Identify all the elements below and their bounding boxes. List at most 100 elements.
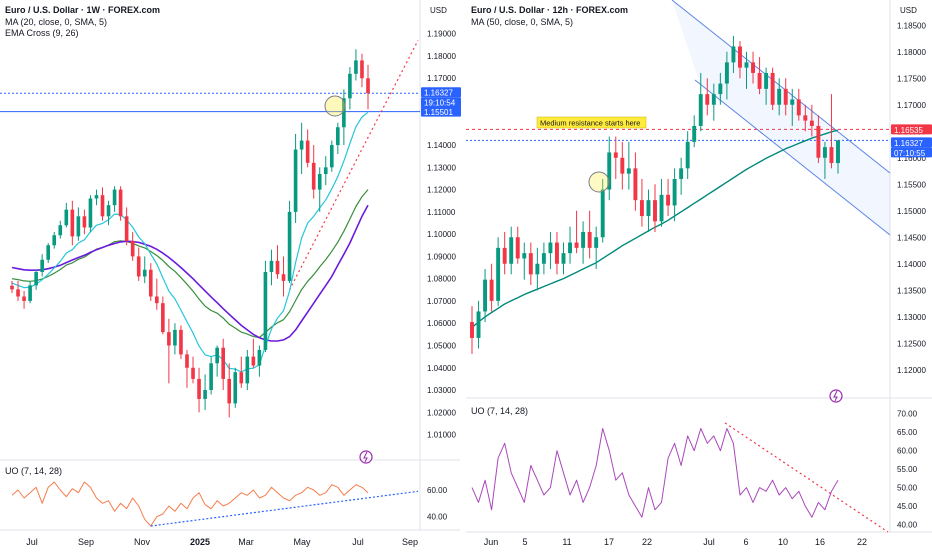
candle[interactable] <box>757 72 762 89</box>
indicator-label[interactable]: EMA Cross (9, 26) <box>5 28 79 38</box>
indicator-label[interactable]: MA (50, close, 0, SMA, 5) <box>471 17 573 27</box>
candle[interactable] <box>470 322 474 338</box>
candle[interactable] <box>751 62 755 73</box>
candle[interactable] <box>581 231 586 248</box>
candle[interactable] <box>342 98 346 128</box>
candle[interactable] <box>796 99 801 116</box>
candle[interactable] <box>112 189 117 206</box>
candle[interactable] <box>317 174 322 190</box>
candle[interactable] <box>548 242 553 254</box>
candle[interactable] <box>329 145 334 168</box>
candle[interactable] <box>82 216 87 228</box>
candle[interactable] <box>34 271 38 286</box>
candle[interactable] <box>58 225 63 236</box>
candle[interactable] <box>100 195 105 217</box>
candle[interactable] <box>626 168 631 174</box>
candle[interactable] <box>594 237 599 248</box>
candle[interactable] <box>711 94 716 105</box>
candle[interactable] <box>161 303 165 333</box>
uo-indicator-label[interactable]: UO (7, 14, 28) <box>5 466 62 476</box>
candle[interactable] <box>489 279 494 301</box>
candle[interactable] <box>16 289 20 297</box>
candle[interactable] <box>46 245 51 260</box>
candle[interactable] <box>541 253 546 264</box>
candle[interactable] <box>509 237 514 264</box>
candle[interactable] <box>10 285 14 290</box>
candle[interactable] <box>555 242 559 264</box>
uo-indicator-label[interactable]: UO (7, 14, 28) <box>471 406 528 416</box>
candle[interactable] <box>221 347 225 379</box>
annotation-box[interactable] <box>536 116 647 129</box>
uo-trend-line[interactable] <box>150 490 419 527</box>
candle[interactable] <box>136 256 141 277</box>
candle[interactable] <box>360 60 364 79</box>
candle[interactable] <box>496 247 501 301</box>
candle[interactable] <box>28 285 32 301</box>
candle[interactable] <box>679 168 684 179</box>
candle[interactable] <box>245 356 250 384</box>
candle[interactable] <box>269 260 274 272</box>
candle[interactable] <box>528 253 533 275</box>
candle[interactable] <box>698 94 703 126</box>
candle[interactable] <box>106 205 111 217</box>
candle[interactable] <box>299 140 304 150</box>
candle[interactable] <box>148 269 153 297</box>
left-chart[interactable]: 1.19000 1.18000 1.17000 1.15501 1.14000 1.130… <box>0 0 461 547</box>
right-chart[interactable]: 1.185001.180001.175001.170001.165001.160… <box>466 0 932 547</box>
candle[interactable] <box>653 200 657 222</box>
candle[interactable] <box>22 296 26 301</box>
candle[interactable] <box>777 88 782 105</box>
candle[interactable] <box>744 62 749 68</box>
candle[interactable] <box>118 189 123 217</box>
candle[interactable] <box>574 242 579 248</box>
candle[interactable] <box>203 390 207 399</box>
candle[interactable] <box>783 88 788 105</box>
candle[interactable] <box>88 198 93 228</box>
candle[interactable] <box>323 167 328 175</box>
candle[interactable] <box>251 356 256 366</box>
uo-trend-line[interactable] <box>724 422 889 533</box>
candle[interactable] <box>263 271 268 350</box>
candle[interactable] <box>476 311 481 338</box>
candle[interactable] <box>764 72 769 89</box>
candle[interactable] <box>613 152 618 158</box>
candle[interactable] <box>790 99 795 105</box>
candle[interactable] <box>227 378 232 404</box>
candle[interactable] <box>233 372 238 404</box>
candle[interactable] <box>568 242 572 254</box>
candle[interactable] <box>239 372 244 384</box>
candle[interactable] <box>620 157 625 174</box>
candle[interactable] <box>124 216 129 241</box>
candle[interactable] <box>70 209 75 237</box>
candle[interactable] <box>561 253 566 264</box>
candle[interactable] <box>366 78 370 94</box>
candle[interactable] <box>809 120 814 126</box>
candle[interactable] <box>607 152 612 190</box>
candle[interactable] <box>40 259 44 272</box>
indicator-label[interactable]: MA (20, close, 0, SMA, 5) <box>5 17 107 27</box>
candle[interactable] <box>305 140 310 163</box>
trend-line[interactable] <box>289 40 419 291</box>
candle[interactable] <box>731 46 736 63</box>
candle[interactable] <box>281 274 286 281</box>
candle[interactable] <box>275 260 280 275</box>
candle[interactable] <box>718 83 723 95</box>
candle[interactable] <box>502 247 507 264</box>
candle[interactable] <box>803 115 808 121</box>
candle[interactable] <box>705 94 710 105</box>
candle[interactable] <box>348 73 352 99</box>
candle[interactable] <box>724 62 729 84</box>
candle[interactable] <box>672 178 677 206</box>
candle[interactable] <box>535 263 540 275</box>
candle[interactable] <box>685 141 690 169</box>
candle[interactable] <box>587 231 592 248</box>
candle[interactable] <box>94 195 99 199</box>
candle[interactable] <box>64 209 69 226</box>
flash-icon[interactable] <box>359 450 373 464</box>
candle[interactable] <box>692 125 697 142</box>
candle[interactable] <box>311 162 316 190</box>
candle[interactable] <box>522 253 527 259</box>
candle[interactable] <box>600 189 605 238</box>
candle[interactable] <box>822 147 827 158</box>
candle[interactable] <box>179 329 183 355</box>
